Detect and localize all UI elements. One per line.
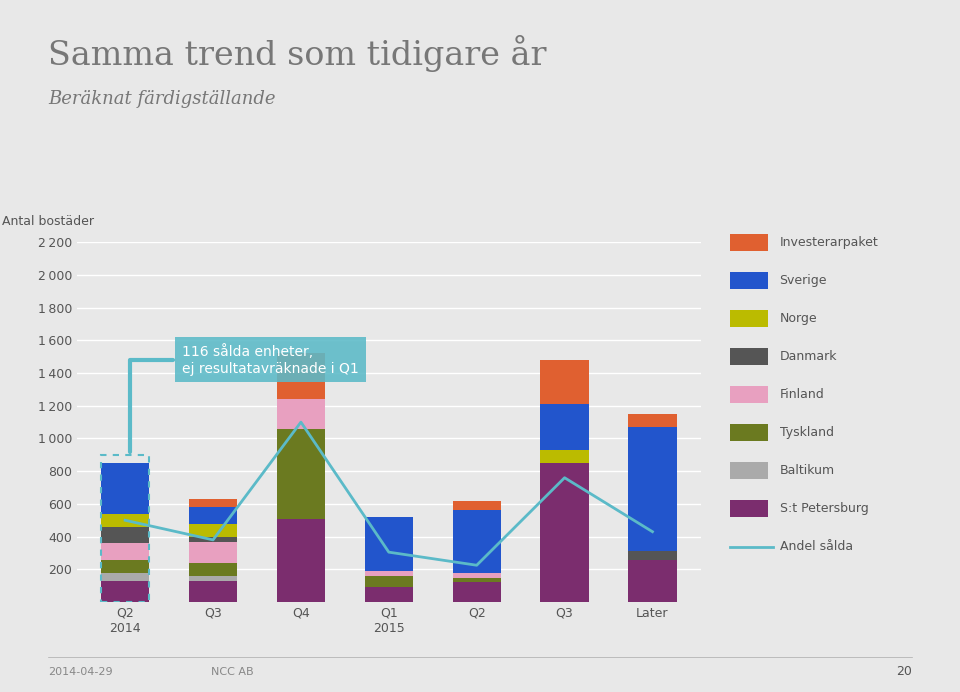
- Bar: [101, 581, 150, 602]
- Text: 116 sålda enheter,
ej resultatavräknade i Q1: 116 sålda enheter, ej resultatavräknade …: [130, 345, 359, 452]
- Bar: [365, 571, 413, 576]
- Text: Andel sålda: Andel sålda: [780, 540, 852, 553]
- Bar: [189, 536, 237, 542]
- Bar: [452, 583, 501, 602]
- Bar: [628, 560, 677, 602]
- Bar: [628, 427, 677, 552]
- Bar: [101, 513, 150, 527]
- Bar: [101, 527, 150, 543]
- Text: Sverige: Sverige: [780, 274, 827, 286]
- Text: Investerarpaket: Investerarpaket: [780, 236, 878, 248]
- Bar: [101, 560, 150, 572]
- Bar: [365, 517, 413, 571]
- Bar: [101, 463, 150, 513]
- Bar: [365, 588, 413, 602]
- Bar: [365, 576, 413, 588]
- Bar: [540, 360, 588, 404]
- Text: Samma trend som tidigare år: Samma trend som tidigare år: [48, 35, 546, 71]
- Bar: [189, 581, 237, 602]
- Text: Beräknat färdigställande: Beräknat färdigställande: [48, 90, 276, 108]
- Bar: [452, 500, 501, 511]
- Bar: [189, 524, 237, 536]
- Text: 2014-04-29: 2014-04-29: [48, 666, 112, 677]
- Bar: [540, 463, 588, 602]
- Bar: [628, 552, 677, 560]
- Bar: [189, 507, 237, 524]
- Text: Antal bostäder: Antal bostäder: [2, 215, 94, 228]
- Text: 20: 20: [896, 665, 912, 677]
- Text: S:t Petersburg: S:t Petersburg: [780, 502, 868, 515]
- Bar: [101, 572, 150, 581]
- Text: Norge: Norge: [780, 312, 817, 325]
- Text: Baltikum: Baltikum: [780, 464, 834, 477]
- Bar: [276, 354, 325, 399]
- Text: Danmark: Danmark: [780, 350, 837, 363]
- Bar: [189, 542, 237, 563]
- Bar: [189, 576, 237, 581]
- Bar: [540, 404, 588, 450]
- Bar: [189, 499, 237, 507]
- Bar: [628, 414, 677, 427]
- Text: Finland: Finland: [780, 388, 825, 401]
- Text: NCC AB: NCC AB: [211, 666, 253, 677]
- Bar: [276, 399, 325, 428]
- Bar: [452, 511, 501, 572]
- Bar: [101, 543, 150, 560]
- Bar: [189, 563, 237, 576]
- Text: Tyskland: Tyskland: [780, 426, 833, 439]
- Bar: [452, 578, 501, 583]
- Bar: [276, 518, 325, 602]
- Bar: [452, 572, 501, 578]
- Bar: [101, 455, 150, 602]
- Bar: [276, 428, 325, 518]
- Bar: [540, 450, 588, 463]
